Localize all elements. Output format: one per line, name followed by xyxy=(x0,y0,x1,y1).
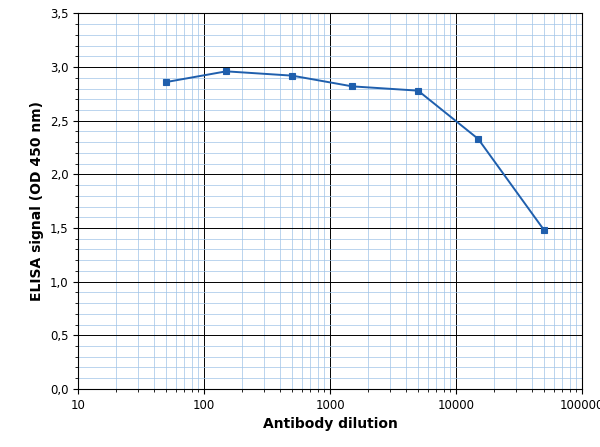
X-axis label: Antibody dilution: Antibody dilution xyxy=(263,417,397,431)
Y-axis label: ELISA signal (OD 450 nm): ELISA signal (OD 450 nm) xyxy=(30,101,44,301)
